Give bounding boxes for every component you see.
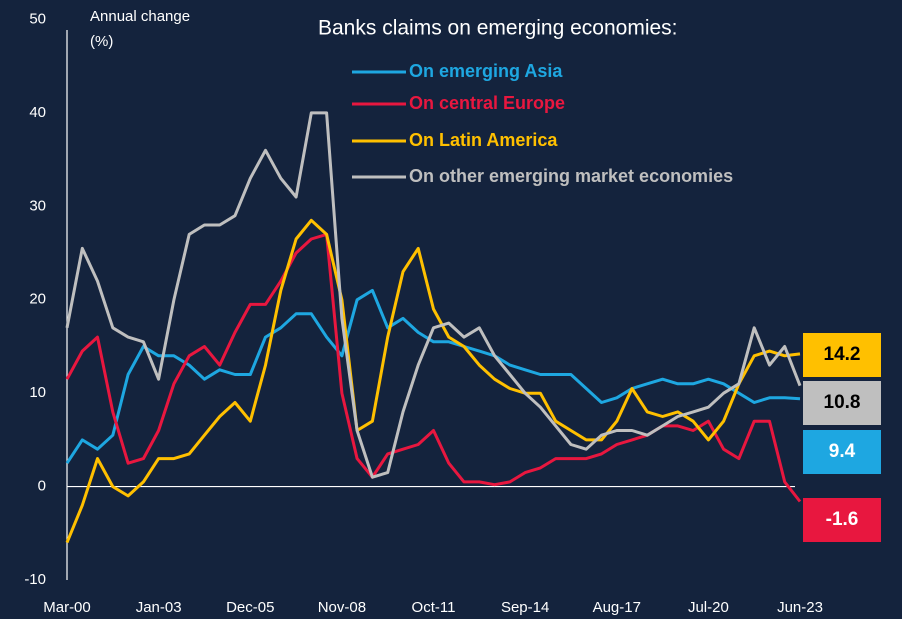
x-tick-label: Jun-23 [777,599,823,616]
x-tick-label: Sep-14 [501,599,549,616]
value-box [803,498,881,542]
value-label: 14.2 [824,344,861,365]
value-label: 10.8 [824,392,861,413]
series-line [65,218,801,544]
x-tick-label: Jul-20 [688,599,729,616]
x-tick-label: Oct-11 [412,599,456,616]
value-box [803,333,881,377]
series-line [65,288,801,465]
legend-label: On emerging Asia [409,61,563,81]
series-line [65,232,802,503]
x-tick-label: Dec-05 [226,599,274,616]
y-tick-label: 10 [29,384,46,401]
x-tick-label: Mar-00 [43,599,91,616]
legend-label: On central Europe [409,93,565,113]
y-axis-label: Annual change [90,8,190,25]
y-tick-label: 50 [29,10,46,27]
x-tick-label: Aug-17 [593,599,641,616]
value-box [803,381,881,425]
x-tick-label: Jan-03 [136,599,182,616]
y-tick-label: 0 [38,478,46,495]
x-tick-label: Nov-08 [318,599,366,616]
chart-title: Banks claims on emerging economies: [318,17,678,40]
legend-label: On Latin America [409,130,558,150]
y-tick-label: 40 [29,104,46,121]
legend-label: On other emerging market economies [409,166,733,186]
series-line [65,111,802,479]
value-label: 9.4 [829,441,856,462]
y-axis-label: (%) [90,33,113,50]
value-label: -1.6 [826,509,859,530]
y-tick-label: -10 [24,571,46,588]
value-box [803,430,881,474]
y-tick-label: 30 [29,197,46,214]
y-tick-label: 20 [29,291,46,308]
